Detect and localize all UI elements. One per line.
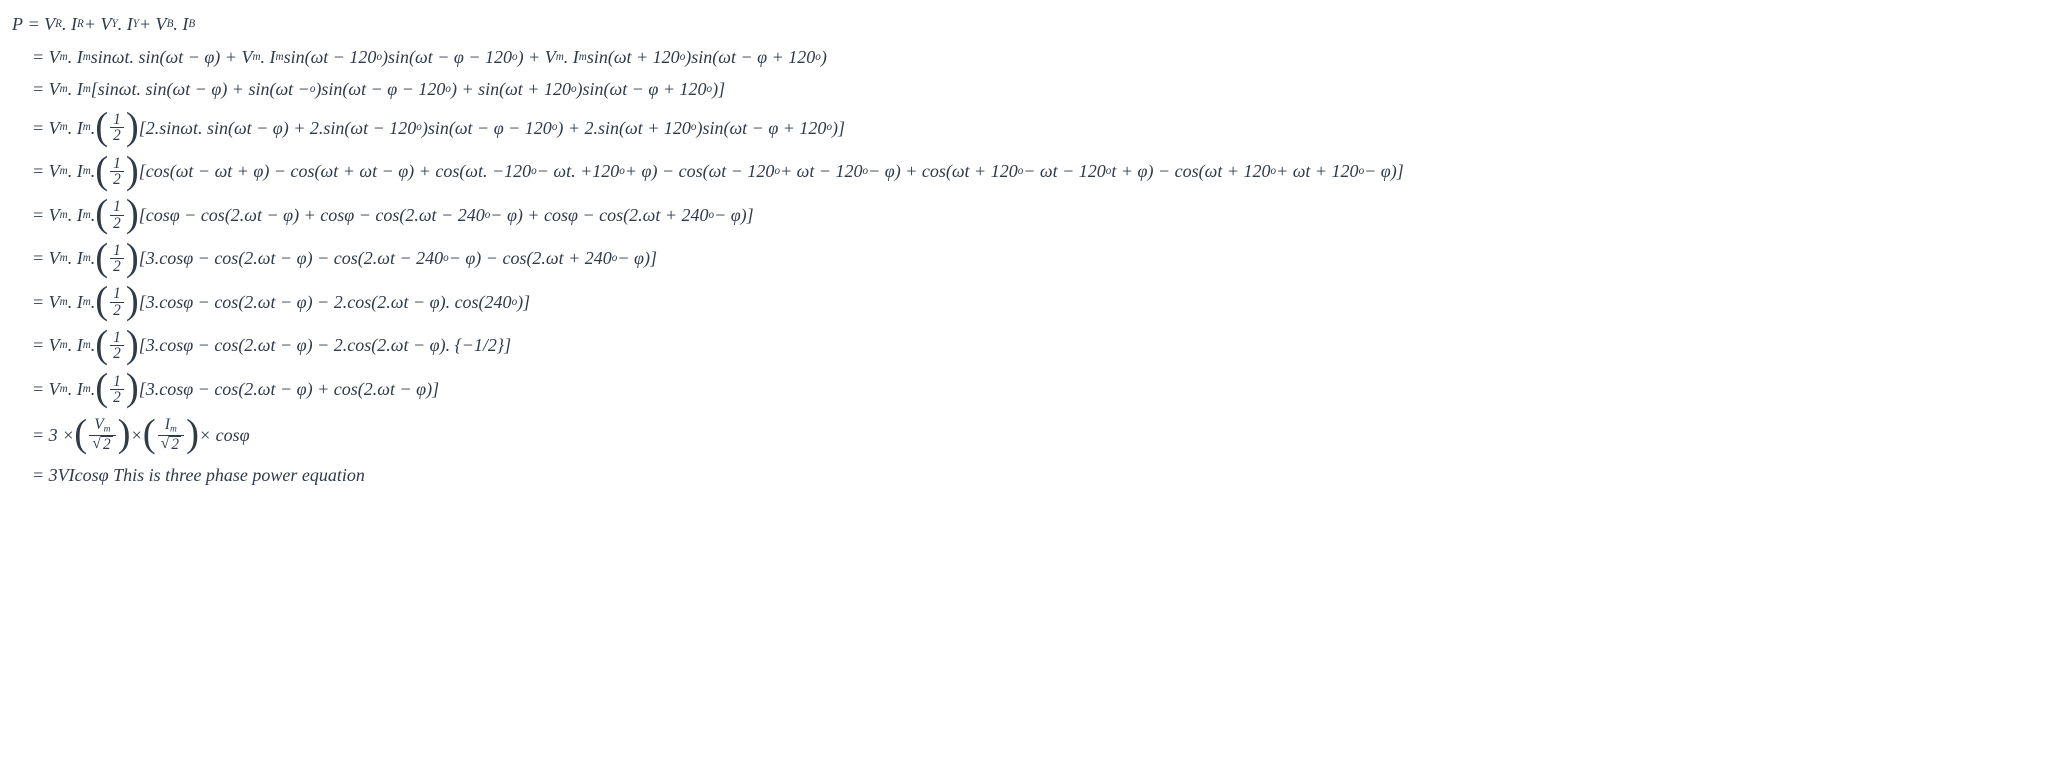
sqrt-icon: 2 <box>92 436 112 452</box>
lhs: P <box>12 14 23 35</box>
im-over-root2: Im 2 <box>143 417 199 452</box>
eq-line-8: = Vm . Im . 12 [3.cosφ − cos(2.ωt − φ) −… <box>12 280 2036 324</box>
eq-line-10: = Vm . Im . 12 [3.cosφ − cos(2.ωt − φ) +… <box>12 368 2036 412</box>
eq-line-9: = Vm . Im . 12 [3.cosφ − cos(2.ωt − φ) −… <box>12 324 2036 368</box>
half-fraction: 12 <box>95 199 138 231</box>
half-fraction: 12 <box>95 243 138 275</box>
eq-line-7: = Vm . Im . 12 [3.cosφ − cos(2.ωt − φ) −… <box>12 237 2036 281</box>
half-fraction: 12 <box>95 286 138 318</box>
vm-over-root2: Vm 2 <box>74 417 130 452</box>
eq-line-2: = Vm . Im sinωt. sin(ωt − φ) + Vm . Im s… <box>12 41 2036 74</box>
eq-line-1: P = VR . IR + VY . IY + VB . IB <box>12 8 2036 41</box>
eq-line-12: = 3VIcosφ This is three phase power equa… <box>12 459 2036 492</box>
eq-line-3: = Vm . Im [sinωt. sin(ωt − φ) + sin(ωt −… <box>12 73 2036 106</box>
half-fraction: 12 <box>95 112 138 144</box>
sqrt-icon: 2 <box>161 436 181 452</box>
eq-line-6: = Vm . Im . 12 [cosφ − cos(2.ωt − φ) + c… <box>12 193 2036 237</box>
eq-line-5: = Vm . Im . 12 [cos(ωt − ωt + φ) − cos(ω… <box>12 150 2036 194</box>
half-fraction: 12 <box>95 330 138 362</box>
eq-line-11: = 3 × Vm 2 × Im 2 × cosφ <box>12 411 2036 458</box>
half-fraction: 12 <box>95 374 138 406</box>
half-fraction: 12 <box>95 156 138 188</box>
eq-line-4: = Vm . Im . 12 [2.sinωt. sin(ωt − φ) + 2… <box>12 106 2036 150</box>
